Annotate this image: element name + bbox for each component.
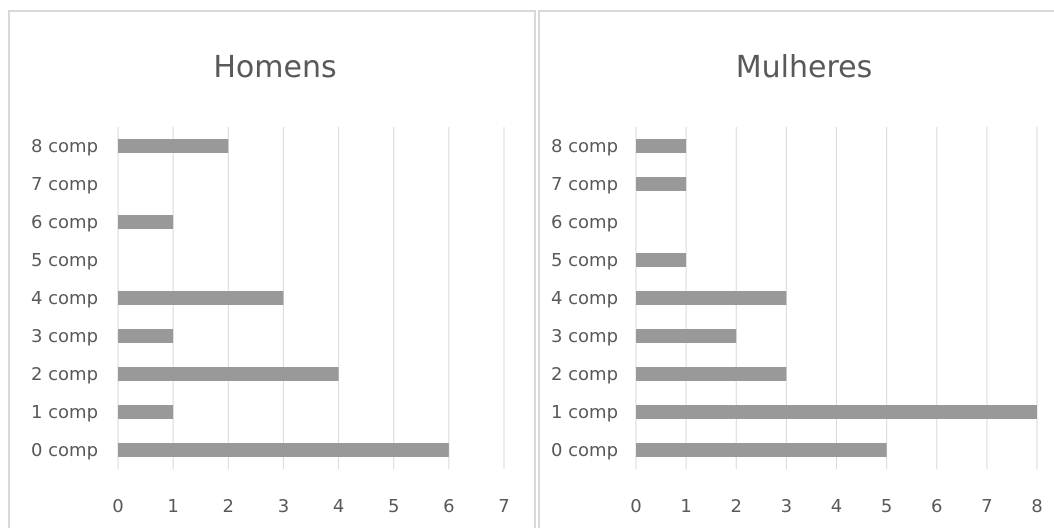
y-tick-label: 3 comp (551, 326, 618, 347)
x-tick-label: 0 (630, 496, 641, 517)
y-tick-label: 0 comp (31, 440, 98, 461)
x-tick-label: 5 (388, 496, 399, 517)
y-tick-label: 4 comp (551, 288, 618, 309)
bar (118, 405, 174, 419)
bar (636, 443, 887, 457)
y-tick-label: 2 comp (551, 364, 618, 385)
y-tick-label: 4 comp (31, 288, 98, 309)
x-tick-label: 3 (278, 496, 289, 517)
y-tick-label: 2 comp (31, 364, 98, 385)
y-tick-label: 7 comp (31, 174, 98, 195)
chart-homens-svg: Homens 0 1 2 3 4 5 6 7 0 comp 1 comp 2 comp 3 comp 4… (31, 50, 510, 517)
bar (636, 367, 787, 381)
bar (636, 405, 1037, 419)
bar (636, 291, 787, 305)
chart-homens: Homens 0 1 2 3 4 5 6 7 0 comp 1 comp 2 comp 3 comp 4… (8, 10, 536, 528)
y-tick-label: 5 comp (31, 250, 98, 271)
x-tick-label: 6 (931, 496, 942, 517)
x-tick-label: 7 (981, 496, 992, 517)
x-tick-label: 5 (881, 496, 892, 517)
x-tick-label: 7 (498, 496, 509, 517)
y-tick-label: 7 comp (551, 174, 618, 195)
bar (118, 215, 174, 229)
bar (636, 139, 687, 153)
bar (636, 253, 687, 267)
bar (118, 443, 449, 457)
bar (118, 329, 174, 343)
y-tick-label: 0 comp (551, 440, 618, 461)
x-tick-label: 1 (680, 496, 691, 517)
y-tick-label: 8 comp (31, 136, 98, 157)
x-tick-label: 2 (223, 496, 234, 517)
chart-title: Homens (213, 50, 336, 85)
bar (118, 139, 229, 153)
x-tick-label: 4 (831, 496, 842, 517)
bar (118, 291, 284, 305)
y-tick-label: 6 comp (31, 212, 98, 233)
y-tick-label: 3 comp (31, 326, 98, 347)
y-tick-label: 1 comp (551, 402, 618, 423)
bar (636, 329, 737, 343)
x-tick-label: 3 (781, 496, 792, 517)
bar (118, 367, 339, 381)
y-tick-label: 8 comp (551, 136, 618, 157)
bar (636, 177, 687, 191)
y-tick-label: 6 comp (551, 212, 618, 233)
x-tick-label: 0 (112, 496, 123, 517)
x-tick-label: 6 (443, 496, 454, 517)
x-tick-label: 1 (167, 496, 178, 517)
chart-mulheres-svg: Mulheres 0 1 2 3 4 5 6 7 8 0 comp 1 comp 2 comp 3 co… (551, 50, 1043, 517)
y-tick-label: 1 comp (31, 402, 98, 423)
chart-title: Mulheres (736, 50, 872, 85)
x-tick-label: 2 (731, 496, 742, 517)
chart-mulheres: Mulheres 0 1 2 3 4 5 6 7 8 0 comp 1 comp 2 comp 3 co… (538, 10, 1054, 528)
y-tick-label: 5 comp (551, 250, 618, 271)
x-tick-label: 8 (1031, 496, 1042, 517)
x-tick-label: 4 (333, 496, 344, 517)
